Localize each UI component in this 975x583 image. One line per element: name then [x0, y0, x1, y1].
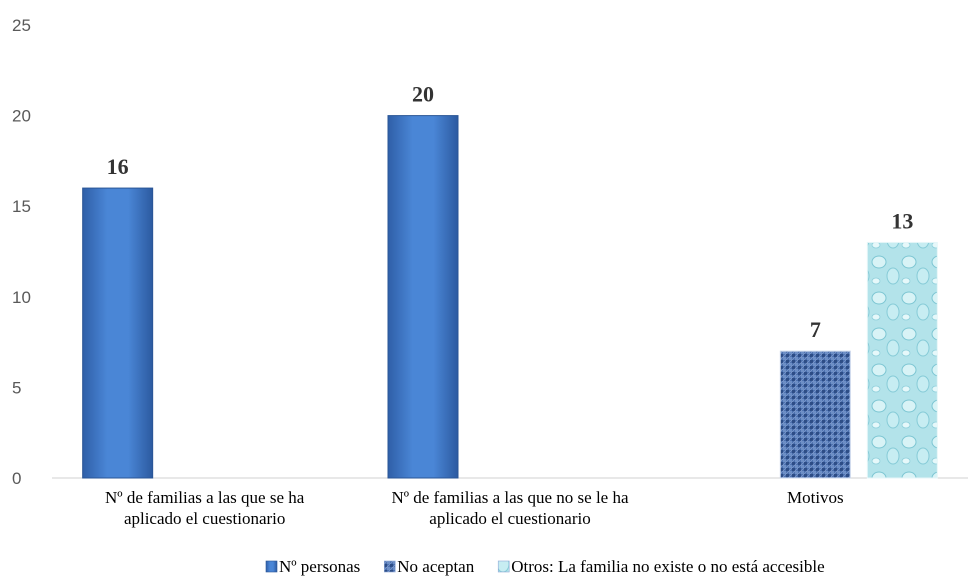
bar-no-aceptan [779, 350, 851, 479]
bar-n-personas [82, 187, 154, 479]
bar-otros [866, 241, 938, 479]
x-category-label: Nº de familias a las que se ha [105, 488, 305, 507]
y-tick-label: 10 [12, 288, 31, 307]
x-category-label: Nº de familias a las que no se le ha [391, 488, 629, 507]
data-label: 13 [891, 208, 913, 233]
x-category-label: aplicado el cuestionario [429, 509, 590, 528]
bar-n-personas [387, 115, 459, 479]
legend-item-label: Nº personas [279, 557, 360, 576]
y-tick-label: 5 [12, 378, 21, 397]
legend-swatch [383, 560, 396, 573]
x-category-label: aplicado el cuestionario [124, 509, 285, 528]
x-category-label: Motivos [787, 488, 844, 507]
data-label: 16 [107, 154, 129, 179]
legend-item-label: No aceptan [397, 557, 474, 576]
legend-swatch [265, 560, 278, 573]
y-tick-label: 0 [12, 469, 21, 488]
y-tick-label: 15 [12, 197, 31, 216]
data-label: 7 [810, 317, 821, 342]
y-tick-label: 25 [12, 16, 31, 35]
legend-swatch [497, 560, 510, 573]
data-label: 20 [412, 82, 434, 107]
legend-item-label: Otros: La familia no existe o no está ac… [511, 557, 824, 576]
y-tick-label: 20 [12, 107, 31, 126]
